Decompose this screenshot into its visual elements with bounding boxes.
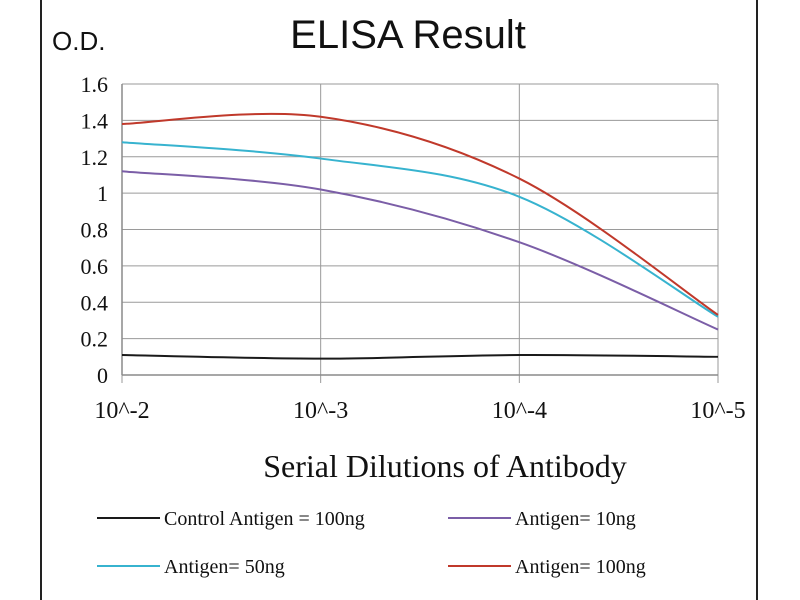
legend-entry-0: Control Antigen = 100ng: [97, 508, 365, 530]
y-tick-labels: 0 0.2 0.4 0.6 0.8 1 1.2 1.4 1.6: [81, 72, 109, 388]
x-tick-label: 10^-5: [690, 398, 745, 424]
series-lines: [121, 112, 719, 360]
y-tick-label: 1.6: [81, 72, 109, 97]
y-tick-label: 1.2: [81, 145, 109, 170]
y-tick-label: 0.2: [81, 327, 109, 352]
series-line-2: [121, 141, 719, 318]
gridlines: [121, 83, 719, 383]
legend-entry-3: Antigen= 100ng: [448, 556, 646, 578]
y-axis-label: O.D.: [52, 26, 105, 56]
legend: Control Antigen = 100ng Antigen= 10ng Anti…: [97, 508, 646, 578]
x-tick-label: 10^-4: [492, 398, 547, 424]
x-axis-label: Serial Dilutions of Antibody: [263, 448, 627, 484]
series-line-0: [121, 353, 719, 360]
series-line-1: [121, 170, 719, 331]
x-tick-labels: 10^-2 10^-3 10^-4 10^-5: [94, 398, 745, 424]
x-tick-label: 10^-2: [94, 398, 149, 424]
y-tick-label: 0.8: [81, 218, 109, 243]
legend-label: Antigen= 10ng: [515, 508, 636, 530]
legend-label: Control Antigen = 100ng: [164, 508, 365, 530]
chart-title: ELISA Result: [290, 13, 526, 57]
legend-label: Antigen= 100ng: [515, 556, 646, 578]
series-line-3: [121, 112, 719, 316]
y-tick-label: 1.4: [81, 108, 109, 133]
x-tick-label: 10^-3: [293, 398, 348, 424]
y-tick-label: 0: [97, 363, 108, 388]
y-tick-label: 1: [97, 181, 108, 206]
y-tick-label: 0.4: [81, 290, 109, 315]
legend-entry-1: Antigen= 10ng: [448, 508, 636, 530]
legend-entry-2: Antigen= 50ng: [97, 556, 285, 578]
legend-label: Antigen= 50ng: [164, 556, 285, 578]
y-tick-label: 0.6: [81, 254, 109, 279]
